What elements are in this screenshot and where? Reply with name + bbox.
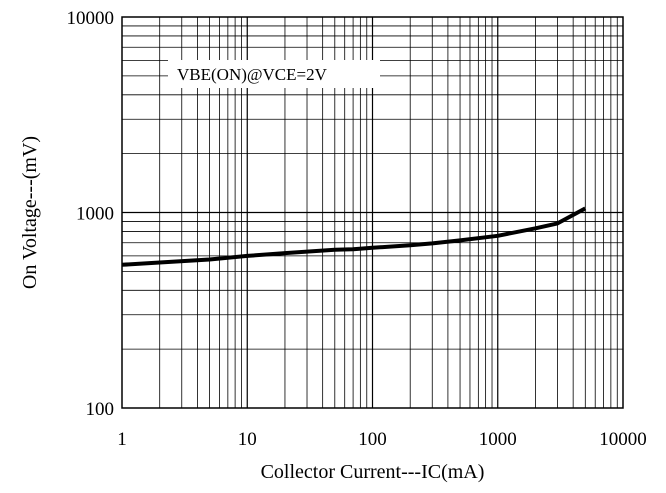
- series-layer: [121, 206, 587, 267]
- x-tick-label: 10: [238, 429, 257, 450]
- y-tick-label: 1000: [76, 204, 114, 225]
- y-tick-labels: 100 1000 10000: [67, 8, 115, 420]
- y-tick-label: 100: [86, 399, 115, 420]
- x-tick-labels: 1 10 100 1000 10000: [117, 429, 647, 450]
- plot-frame: [121, 16, 624, 409]
- x-axis-label: Collector Current---IC(mA): [261, 461, 485, 483]
- y-tick-label: 10000: [67, 8, 115, 29]
- y-axis-label: On Voltage---(mV): [19, 136, 41, 289]
- x-tick-label: 100: [358, 429, 387, 450]
- annotation-label: VBE(ON)@VCE=2V: [177, 65, 328, 84]
- annotation-background: [168, 60, 380, 88]
- series-line: [121, 206, 587, 267]
- x-tick-label: 10000: [599, 429, 647, 450]
- x-tick-label: 1000: [479, 429, 517, 450]
- annotation: VBE(ON)@VCE=2V: [168, 60, 380, 88]
- x-tick-label: 1: [117, 429, 127, 450]
